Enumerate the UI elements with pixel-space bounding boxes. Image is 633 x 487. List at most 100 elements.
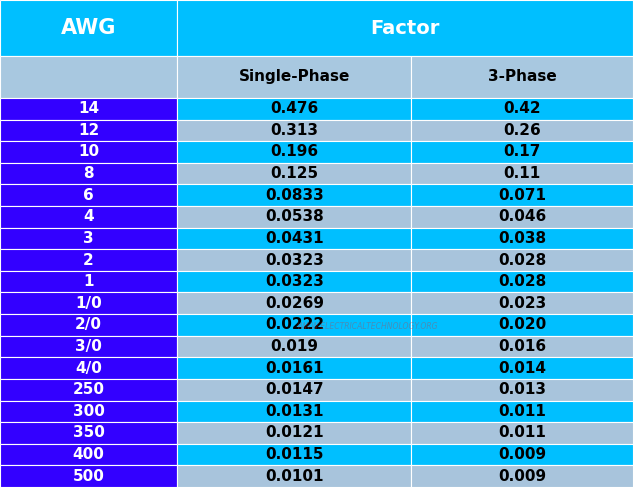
- Text: 0.125: 0.125: [270, 166, 318, 181]
- Text: 500: 500: [73, 468, 104, 484]
- Bar: [0, 98, 177, 119]
- Text: 0.0101: 0.0101: [265, 468, 323, 484]
- Bar: [411, 249, 633, 271]
- Bar: [411, 357, 633, 379]
- Bar: [411, 206, 633, 227]
- Bar: [411, 292, 633, 314]
- Bar: [0, 357, 177, 379]
- Bar: [177, 466, 411, 487]
- Text: 0.0323: 0.0323: [265, 274, 324, 289]
- Bar: [177, 292, 411, 314]
- Bar: [0, 422, 177, 444]
- Bar: [411, 271, 633, 292]
- Text: 14: 14: [78, 101, 99, 116]
- Bar: [411, 336, 633, 357]
- Text: 0.071: 0.071: [498, 187, 546, 203]
- Bar: [411, 444, 633, 466]
- Text: 0.009: 0.009: [498, 468, 546, 484]
- Text: 0.42: 0.42: [503, 101, 541, 116]
- Text: 400: 400: [73, 447, 104, 462]
- Bar: [177, 141, 411, 163]
- Text: 350: 350: [73, 426, 104, 440]
- Bar: [0, 185, 177, 206]
- Text: 0.0323: 0.0323: [265, 253, 324, 267]
- Bar: [0, 0, 177, 56]
- Text: 0.0431: 0.0431: [265, 231, 323, 246]
- Bar: [411, 119, 633, 141]
- Text: 0.011: 0.011: [498, 404, 546, 419]
- Text: 0.196: 0.196: [270, 145, 318, 159]
- Text: 0.028: 0.028: [498, 274, 546, 289]
- Text: 6: 6: [84, 187, 94, 203]
- Bar: [177, 357, 411, 379]
- Text: 4/0: 4/0: [75, 360, 102, 375]
- Bar: [0, 292, 177, 314]
- Bar: [177, 163, 411, 185]
- Bar: [411, 98, 633, 119]
- Text: 250: 250: [73, 382, 104, 397]
- Bar: [0, 163, 177, 185]
- Bar: [411, 379, 633, 400]
- Bar: [411, 466, 633, 487]
- Bar: [0, 379, 177, 400]
- Bar: [0, 141, 177, 163]
- Text: 2: 2: [84, 253, 94, 267]
- Bar: [177, 185, 411, 206]
- Bar: [0, 466, 177, 487]
- Text: Factor: Factor: [370, 19, 440, 37]
- Bar: [411, 227, 633, 249]
- Bar: [411, 422, 633, 444]
- Bar: [177, 119, 411, 141]
- Text: 0.046: 0.046: [498, 209, 546, 225]
- Text: 0.013: 0.013: [498, 382, 546, 397]
- Text: Single-Phase: Single-Phase: [239, 70, 350, 84]
- Bar: [177, 444, 411, 466]
- Text: 0.023: 0.023: [498, 296, 546, 311]
- Bar: [177, 206, 411, 227]
- Text: 1/0: 1/0: [75, 296, 102, 311]
- Bar: [177, 336, 411, 357]
- Text: 0.011: 0.011: [498, 426, 546, 440]
- Text: 0.0161: 0.0161: [265, 360, 323, 375]
- Text: 0.016: 0.016: [498, 339, 546, 354]
- Text: 1: 1: [84, 274, 94, 289]
- Bar: [0, 206, 177, 227]
- Text: 0.11: 0.11: [504, 166, 541, 181]
- Bar: [0, 249, 177, 271]
- Text: 0.028: 0.028: [498, 253, 546, 267]
- Bar: [177, 0, 633, 56]
- Bar: [0, 227, 177, 249]
- Bar: [177, 379, 411, 400]
- Bar: [177, 249, 411, 271]
- Text: 3: 3: [84, 231, 94, 246]
- Text: 0.17: 0.17: [503, 145, 541, 159]
- Text: 2/0: 2/0: [75, 318, 102, 332]
- Bar: [177, 422, 411, 444]
- Text: 0.0121: 0.0121: [265, 426, 323, 440]
- Bar: [0, 119, 177, 141]
- Text: 3/0: 3/0: [75, 339, 102, 354]
- Text: 0.0269: 0.0269: [265, 296, 324, 311]
- Bar: [177, 400, 411, 422]
- Bar: [411, 400, 633, 422]
- Bar: [411, 163, 633, 185]
- Text: 8: 8: [84, 166, 94, 181]
- Text: AWG: AWG: [61, 18, 116, 38]
- Text: 0.313: 0.313: [270, 123, 318, 138]
- Bar: [0, 444, 177, 466]
- Text: 0.0538: 0.0538: [265, 209, 323, 225]
- Text: 0.014: 0.014: [498, 360, 546, 375]
- Bar: [0, 336, 177, 357]
- Bar: [0, 271, 177, 292]
- Text: 0.019: 0.019: [270, 339, 318, 354]
- Text: 0.009: 0.009: [498, 447, 546, 462]
- Bar: [0, 314, 177, 336]
- Text: 0.0833: 0.0833: [265, 187, 323, 203]
- Bar: [411, 185, 633, 206]
- Bar: [0, 56, 177, 98]
- Bar: [411, 314, 633, 336]
- Text: 12: 12: [78, 123, 99, 138]
- Bar: [177, 271, 411, 292]
- Text: 0.0131: 0.0131: [265, 404, 323, 419]
- Bar: [411, 141, 633, 163]
